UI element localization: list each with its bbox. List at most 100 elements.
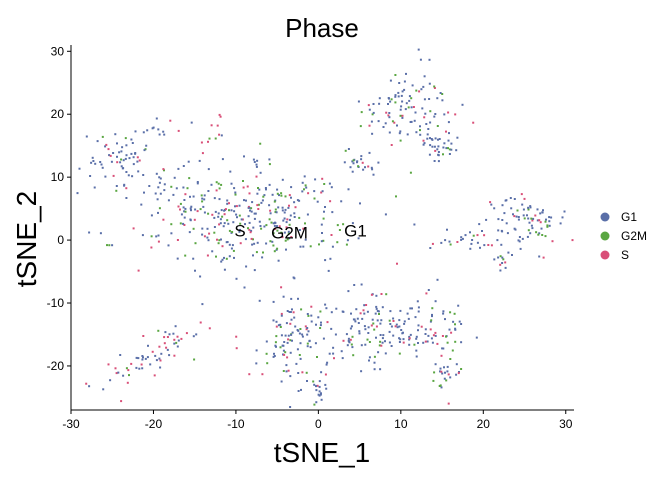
point-g1 <box>350 312 352 315</box>
point-g1 <box>478 223 481 226</box>
point-g1 <box>293 216 296 218</box>
point-g1 <box>517 216 520 218</box>
point-g1 <box>375 336 377 339</box>
point-g1 <box>211 250 214 253</box>
point-g1 <box>388 116 391 119</box>
point-g1 <box>382 126 385 128</box>
point-g2m <box>259 142 262 145</box>
point-g1 <box>217 215 220 218</box>
point-g1 <box>137 170 140 173</box>
point-s <box>487 244 490 246</box>
point-g1 <box>388 97 390 100</box>
point-g1 <box>414 111 417 114</box>
point-g1 <box>400 94 403 97</box>
point-g1 <box>372 111 375 114</box>
point-s <box>85 382 88 385</box>
point-g1 <box>280 334 283 337</box>
point-g1 <box>424 333 427 335</box>
point-g1 <box>281 178 284 181</box>
point-g1 <box>159 177 162 180</box>
point-g1 <box>320 223 323 226</box>
point-s <box>436 342 439 345</box>
point-g1 <box>222 225 225 228</box>
point-g1 <box>255 349 258 352</box>
cluster-label-g1: G1 <box>344 222 367 241</box>
point-g1 <box>379 368 382 371</box>
point-g1 <box>101 166 104 169</box>
point-g1 <box>280 380 283 383</box>
point-g1 <box>229 170 232 173</box>
point-g1 <box>441 372 444 375</box>
point-g2m <box>260 227 263 230</box>
point-g1 <box>226 241 229 243</box>
point-g2m <box>366 338 369 341</box>
point-g1 <box>290 186 293 189</box>
point-g2m <box>175 341 178 344</box>
point-g1 <box>135 366 138 369</box>
point-g1 <box>112 152 115 154</box>
point-g1 <box>426 137 429 140</box>
point-g1 <box>360 283 363 286</box>
point-g1 <box>130 152 133 155</box>
point-g1 <box>253 161 256 163</box>
point-g1 <box>99 232 102 235</box>
point-s <box>242 186 245 189</box>
point-g2m <box>150 235 153 238</box>
point-g1 <box>154 354 157 357</box>
point-g2m <box>449 243 452 246</box>
point-g1 <box>236 216 238 219</box>
point-g2m <box>305 371 308 374</box>
point-g1 <box>511 254 513 256</box>
point-g2m <box>351 335 354 338</box>
point-g1 <box>163 189 166 192</box>
point-g2m <box>385 293 388 296</box>
point-s <box>210 124 213 127</box>
point-g1 <box>454 328 457 331</box>
point-g1 <box>121 167 124 170</box>
point-g1 <box>142 174 145 176</box>
point-g1 <box>233 210 236 213</box>
point-g1 <box>281 209 284 212</box>
point-g1 <box>256 241 259 244</box>
point-g1 <box>384 340 386 343</box>
point-g1 <box>213 216 216 219</box>
point-s <box>447 402 450 405</box>
point-g1 <box>357 322 360 324</box>
point-g1 <box>377 351 380 354</box>
point-s <box>286 356 289 359</box>
point-g2m <box>163 169 165 172</box>
point-g1 <box>433 160 436 162</box>
point-g2m <box>373 355 376 358</box>
point-s <box>163 342 166 345</box>
point-g1 <box>471 239 474 241</box>
point-g1 <box>301 181 304 184</box>
point-g1 <box>420 88 423 91</box>
point-g1 <box>273 224 276 227</box>
point-s <box>196 210 199 213</box>
point-g2m <box>272 232 275 235</box>
point-g1 <box>403 320 406 323</box>
point-s <box>394 325 397 328</box>
point-g1 <box>356 160 359 163</box>
point-g1 <box>517 218 520 221</box>
point-g1 <box>436 148 439 151</box>
point-g1 <box>521 203 524 206</box>
point-s <box>183 224 186 226</box>
point-g1 <box>440 386 443 389</box>
point-g2m <box>276 192 279 195</box>
y-tick-label: 30 <box>51 44 65 58</box>
point-g1 <box>443 377 446 380</box>
point-g2m <box>194 242 197 245</box>
point-g1 <box>415 355 418 358</box>
point-g1 <box>287 206 290 209</box>
point-g1 <box>408 338 411 341</box>
legend-key-g1 <box>600 212 610 222</box>
point-g1 <box>265 242 268 245</box>
point-g2m <box>368 341 371 343</box>
point-s <box>390 144 393 146</box>
point-g1 <box>351 346 354 349</box>
point-g1 <box>306 327 309 329</box>
point-g2m <box>215 255 217 258</box>
point-g1 <box>194 208 197 211</box>
point-g1 <box>373 368 376 371</box>
